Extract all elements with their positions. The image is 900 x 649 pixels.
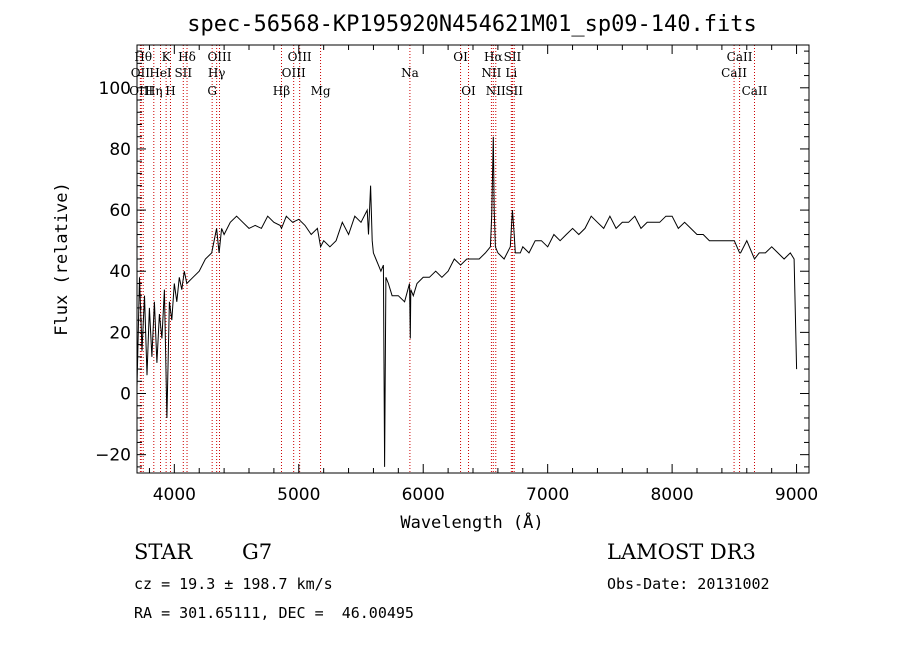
spectrum-series — [136, 136, 798, 467]
y-tick-label--20: −20 — [95, 446, 131, 466]
line-label-6: H — [165, 84, 175, 98]
line-label-23: SII — [504, 50, 522, 64]
line-label-3: Hη — [145, 84, 163, 98]
observation-date: Obs-Date: 20131002 — [607, 575, 770, 593]
line-label-15: Mg — [311, 84, 331, 98]
spectral-line-markers — [139, 45, 755, 473]
line-label-9: G — [207, 84, 217, 98]
line-label-25: CaII — [721, 66, 747, 80]
survey-name: LAMOST DR3 — [607, 540, 756, 564]
line-label-4: HeI — [149, 66, 172, 80]
line-label-21: NII — [486, 84, 506, 98]
line-label-8: Hδ — [178, 50, 196, 64]
line-label-17: OI — [453, 50, 468, 64]
line-label-22: Li — [505, 66, 517, 80]
line-label-0: Hθ — [134, 50, 152, 64]
line-label-14: OIII — [288, 50, 312, 64]
x-tick-label-9000: 9000 — [775, 485, 818, 505]
x-tick-label-7000: 7000 — [526, 485, 569, 505]
line-label-12: Hβ — [273, 84, 290, 98]
line-label-1: OII — [131, 66, 151, 80]
line-label-19: NII — [481, 66, 501, 80]
line-label-5: K — [162, 50, 172, 64]
y-tick-label-0: 0 — [120, 385, 131, 405]
y-tick-label-80: 80 — [109, 140, 131, 160]
line-label-13: OIII — [282, 66, 306, 80]
y-tick-label-20: 20 — [109, 323, 131, 343]
x-tick-label-8000: 8000 — [650, 485, 693, 505]
x-tick-label-6000: 6000 — [402, 485, 445, 505]
line-label-16: Na — [401, 66, 419, 80]
line-label-27: CaII — [742, 84, 768, 98]
plot-title: spec-56568-KP195920N454621M01_sp09-140.f… — [187, 12, 757, 37]
x-axis-ticks: 4000 5000 6000 7000 8000 9000 — [148, 45, 818, 505]
line-label-20: Hα — [484, 50, 503, 64]
x-axis-label: Wavelength (Å) — [400, 511, 543, 533]
line-label-10: Hγ — [208, 66, 226, 80]
redshift-readout: cz = 19.3 ± 198.7 km/s — [134, 575, 333, 593]
y-tick-label-40: 40 — [109, 262, 131, 282]
line-label-2: OIII — [129, 84, 153, 98]
coordinates-readout: RA = 301.65111, DEC = 46.00495 — [134, 604, 414, 622]
line-label-18: OI — [461, 84, 476, 98]
x-tick-label-5000: 5000 — [277, 485, 320, 505]
object-subclass: G7 — [242, 540, 273, 564]
y-tick-label-60: 60 — [109, 201, 131, 221]
line-label-7: SII — [174, 66, 192, 80]
y-axis-ticks: −20 0 20 40 60 80 100 — [95, 50, 809, 468]
x-tick-label-4000: 4000 — [153, 485, 196, 505]
spectral-line-labels: HθOIIOIIIHηHeIKHSIIHδGHγOIIIHβOIIIOIIIMg… — [129, 50, 767, 98]
line-label-26: CaII — [727, 50, 753, 64]
y-tick-label-100: 100 — [99, 79, 131, 99]
line-label-11: OIII — [207, 50, 231, 64]
y-axis-label: Flux (relative) — [52, 182, 72, 336]
object-class: STAR — [134, 540, 193, 564]
line-label-24: SII — [505, 84, 523, 98]
